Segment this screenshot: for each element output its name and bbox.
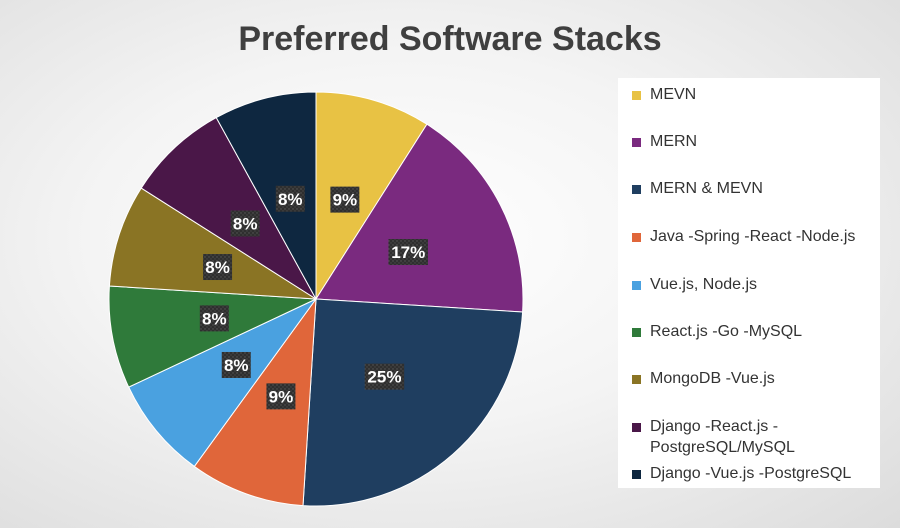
data-label-box <box>275 185 305 212</box>
legend-item: MongoDB -Vue.js <box>632 368 882 389</box>
pie-slice <box>302 298 524 507</box>
pie-slice <box>215 91 317 300</box>
pie-slice <box>315 123 524 313</box>
data-label-text: 9% <box>269 387 294 406</box>
pie-slice <box>108 285 317 388</box>
data-label: 8% <box>230 210 260 237</box>
legend-label: Vue.js, Node.js <box>650 276 758 293</box>
data-label-text: 9% <box>333 191 358 210</box>
data-label-text: 8% <box>224 356 249 375</box>
pie-slice <box>193 297 317 507</box>
legend-label: MERN <box>650 133 698 150</box>
legend-label: MongoDB -Vue.js <box>650 370 775 387</box>
data-label-box <box>203 254 233 281</box>
data-label: 8% <box>199 305 229 332</box>
pie-slice <box>128 298 317 468</box>
legend-label: Java -Spring -React -Node.js <box>650 228 856 245</box>
data-label-text: 25% <box>367 368 401 387</box>
data-label-box <box>388 239 428 266</box>
pie-slice <box>108 187 317 300</box>
legend-item: Django -Vue.js -PostgreSQL <box>632 463 882 484</box>
legend-label: MERN & MEVN <box>650 180 763 197</box>
legend-swatch <box>632 328 641 337</box>
legend-item: Vue.js, Node.js <box>632 274 882 295</box>
data-label-text: 17% <box>391 243 425 262</box>
data-label: 17% <box>388 239 428 266</box>
data-label: 9% <box>330 186 360 213</box>
data-label: 25% <box>364 363 405 390</box>
data-label: 9% <box>266 383 296 410</box>
legend-swatch <box>632 281 641 290</box>
legend: MEVN MERN MERN & MEVN Java -Spring -React -… <box>618 78 880 488</box>
legend-label: Django -React.js - PostgreSQL/MySQL <box>650 418 795 456</box>
chart-title: Preferred Software Stacks <box>238 20 662 58</box>
legend-swatch <box>632 233 641 242</box>
legend-label: React.js -Go -MySQL <box>650 323 803 340</box>
legend-item: Java -Spring -React -Node.js <box>632 226 882 247</box>
legend-swatch <box>632 138 641 147</box>
pie-slice <box>315 91 428 301</box>
data-label: 8% <box>203 254 233 281</box>
data-label-text: 8% <box>278 190 303 209</box>
pie-slice <box>140 116 317 300</box>
data-label-text: 8% <box>202 309 227 328</box>
legend-item: MERN & MEVN <box>632 178 882 199</box>
data-label-box <box>330 186 360 213</box>
data-label-box <box>221 351 251 378</box>
data-label: 8% <box>221 351 251 378</box>
legend-item: React.js -Go -MySQL <box>632 321 882 342</box>
legend-swatch <box>632 185 641 194</box>
legend-label: MEVN <box>650 86 697 103</box>
data-label: 8% <box>275 185 305 212</box>
legend-swatch <box>632 423 641 432</box>
data-label-text: 8% <box>233 215 258 234</box>
data-label-box <box>230 210 260 237</box>
data-label-text: 8% <box>205 258 230 277</box>
legend-swatch <box>632 470 641 479</box>
legend-item: Django -React.js - PostgreSQL/MySQL <box>632 416 882 458</box>
data-label-box <box>364 363 405 390</box>
legend-swatch <box>632 91 641 100</box>
legend-label: Django -Vue.js -PostgreSQL <box>650 465 852 482</box>
data-label-box <box>199 305 229 332</box>
legend-item: MERN <box>632 131 882 152</box>
legend-item: MEVN <box>632 84 882 105</box>
legend-swatch <box>632 375 641 384</box>
data-label-box <box>266 383 296 410</box>
